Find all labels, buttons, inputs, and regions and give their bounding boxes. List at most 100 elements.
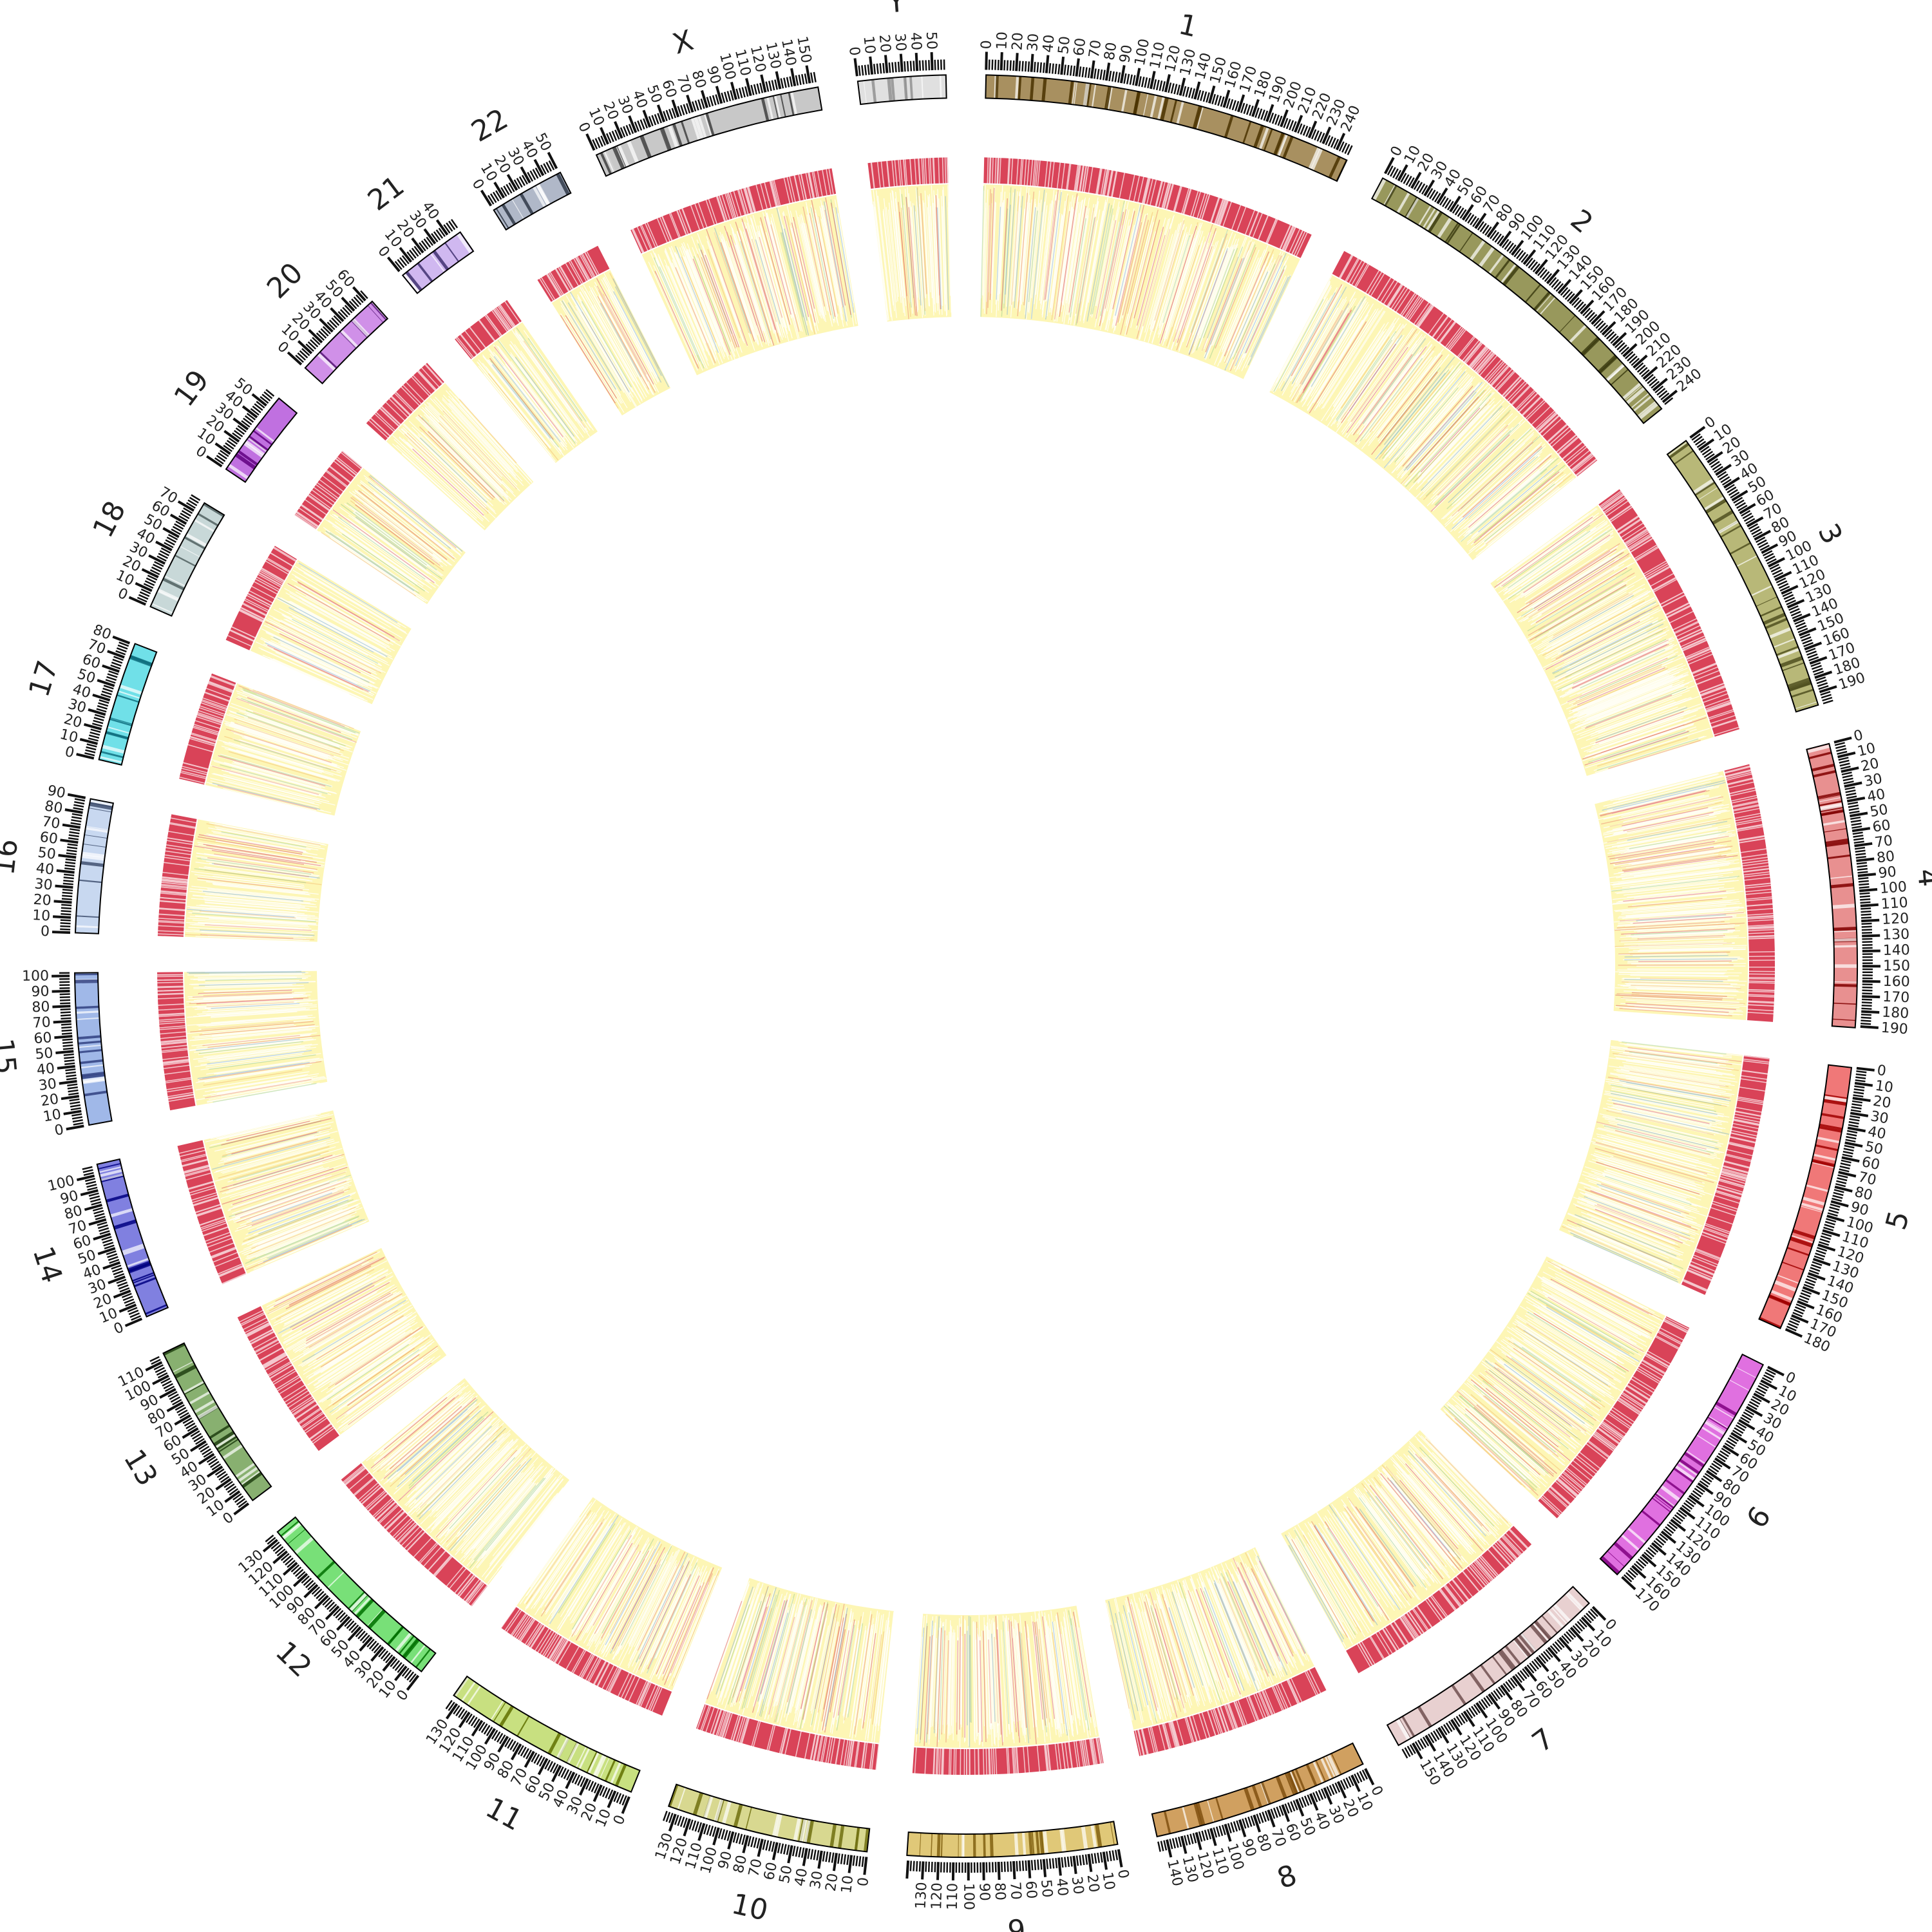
density-chr-3 [1598, 489, 1740, 737]
band-chr-11-6 [493, 1701, 506, 1722]
heatmap-signal-chr-22-0 [565, 272, 659, 409]
band-chr-7-15 [1534, 1620, 1552, 1640]
ideogram-chr-10 [667, 1783, 871, 1853]
heatmap-gaps-chr-18 [255, 562, 408, 702]
band-chr-18-7 [194, 520, 214, 533]
band-chr-x-6 [659, 128, 668, 151]
band-chr-14-6 [128, 1262, 151, 1274]
heatmap-signal-chr-2-4 [1291, 284, 1560, 544]
band-chr-11-13 [498, 1705, 515, 1727]
major-ticks-chr-22 [480, 151, 558, 207]
band-chr-2-9 [1631, 392, 1650, 409]
minor-ticks-chr-22 [487, 160, 555, 205]
band-chr-18-2 [164, 575, 186, 587]
ideogram-outline-chr-14 [96, 1158, 169, 1318]
major-ticks-chr-12 [262, 1539, 420, 1691]
band-chr-19-0 [243, 441, 265, 459]
band-chr-5-11 [1813, 1153, 1837, 1161]
band-chr-16-14 [90, 799, 113, 804]
band-chr-2-24 [1606, 364, 1625, 382]
band-chr-20-7 [319, 352, 337, 369]
band-chr-x-17 [693, 116, 705, 140]
heatmap-signal-chr-10-2 [738, 1602, 885, 1725]
band-chr-7-0 [1504, 1645, 1521, 1665]
tick-label-chr-5: 20 [1872, 1093, 1892, 1112]
band-chr-10-13 [745, 1807, 752, 1830]
band-chr-4-22 [1827, 854, 1851, 860]
heatmap-chr-5 [1558, 1039, 1743, 1284]
heatmap-gaps-chr-4 [1598, 772, 1747, 1016]
band-chr-2-38 [1405, 197, 1419, 219]
band-chr-7-5 [1517, 1633, 1536, 1654]
heatmap-signal-chr-19-0 [329, 502, 442, 594]
heatmap-signal-chr-3-0 [1523, 555, 1688, 767]
tick-label-chr-1: 30 [1025, 33, 1042, 52]
heatmap-signal-chr-x-4 [675, 201, 855, 353]
band-chr-16-7 [81, 854, 105, 861]
ideogram-chr-15 [74, 972, 113, 1126]
density-chr-5 [1681, 1055, 1770, 1295]
major-ticks-chr-6 [1621, 1365, 1785, 1591]
band-chr-21-5 [444, 242, 459, 262]
heatmap-signal-chr-20-1 [404, 399, 517, 515]
band-chr-8-20 [1193, 1803, 1203, 1826]
band-chr-9-18 [1028, 1832, 1034, 1855]
density-gaps-chr-20 [368, 363, 444, 439]
band-chr-1-23 [1328, 156, 1341, 179]
heatmap-signal-chr-21-3 [490, 327, 587, 448]
band-chr-12-4 [316, 1560, 336, 1579]
density-gaps-chr-9 [914, 1737, 1103, 1776]
band-chr-3-29 [1791, 688, 1814, 698]
band-chr-8-4 [1315, 1760, 1326, 1782]
heatmap-signal-chr-5-0 [1562, 1053, 1739, 1273]
density-chr-22 [537, 245, 610, 302]
density-chr-18 [225, 545, 298, 650]
tick-label-chr-10: 10 [838, 1875, 857, 1895]
band-chr-6-8 [1713, 1406, 1734, 1419]
band-chr-19-8 [227, 464, 249, 480]
band-chr-9-8 [983, 1833, 986, 1857]
band-chr-22-5 [538, 183, 551, 205]
minor-ticks-chr-10 [663, 1810, 864, 1867]
band-chr-22-3 [519, 193, 534, 215]
band-chr-18-11 [151, 603, 173, 614]
band-chr-12-16 [353, 1596, 372, 1615]
band-chr-3-21 [1706, 500, 1727, 514]
ideogram-outline-chr-19 [225, 397, 298, 483]
band-chr-13-6 [174, 1364, 197, 1379]
heatmap-signal-chr-1-4 [996, 189, 1291, 371]
ideogram-body-chr-2 [1372, 178, 1662, 424]
band-chr-1-41 [995, 75, 999, 99]
tick-label-chr-16: 70 [41, 813, 62, 832]
band-chr-3-10 [1777, 648, 1800, 659]
band-chr-14-8 [131, 1272, 155, 1282]
band-chr-7-11 [1396, 1718, 1411, 1741]
band-chr-14-16 [122, 1245, 146, 1256]
band-chr-1-12 [1072, 81, 1076, 105]
ideogram-body-chr-22 [493, 172, 571, 230]
heatmap-chr-20 [386, 383, 534, 531]
major-ticks-chr-y [853, 52, 934, 77]
band-chr-18-4 [179, 545, 201, 558]
band-chr-x-23 [612, 146, 625, 169]
band-chr-7-20 [1417, 1706, 1432, 1728]
tick-label-chr-10: 50 [777, 1864, 796, 1884]
heatmap-signal-chr-10-3 [719, 1586, 864, 1731]
band-chr-1-16 [1160, 97, 1169, 121]
major-ticks-chr-11 [445, 1703, 630, 1814]
band-chr-5-10 [1817, 1136, 1841, 1144]
heatmap-signal-chr-5-3 [1567, 1103, 1710, 1265]
band-chr-8-14 [1291, 1770, 1302, 1793]
band-chr-11-15 [594, 1754, 607, 1777]
heatmap-signal-chr-21-0 [488, 340, 586, 460]
heatmap-chr-9 [914, 1605, 1099, 1748]
band-chr-6-23 [1715, 1401, 1738, 1416]
ideogram-outline-chr-5 [1758, 1064, 1853, 1330]
band-chr-13-18 [222, 1444, 243, 1460]
band-chr-2-40 [1488, 254, 1504, 274]
ticks-chr-2: 0102030405060708090100110120130140150160… [1384, 143, 1705, 405]
heatmap-signal-chr-x-2 [654, 197, 851, 369]
chromosome-label-chr-3: 3 [1812, 518, 1849, 549]
chromosome-label-chr-20: 20 [261, 256, 310, 305]
heatmap-signal-chr-3-3 [1501, 513, 1701, 770]
